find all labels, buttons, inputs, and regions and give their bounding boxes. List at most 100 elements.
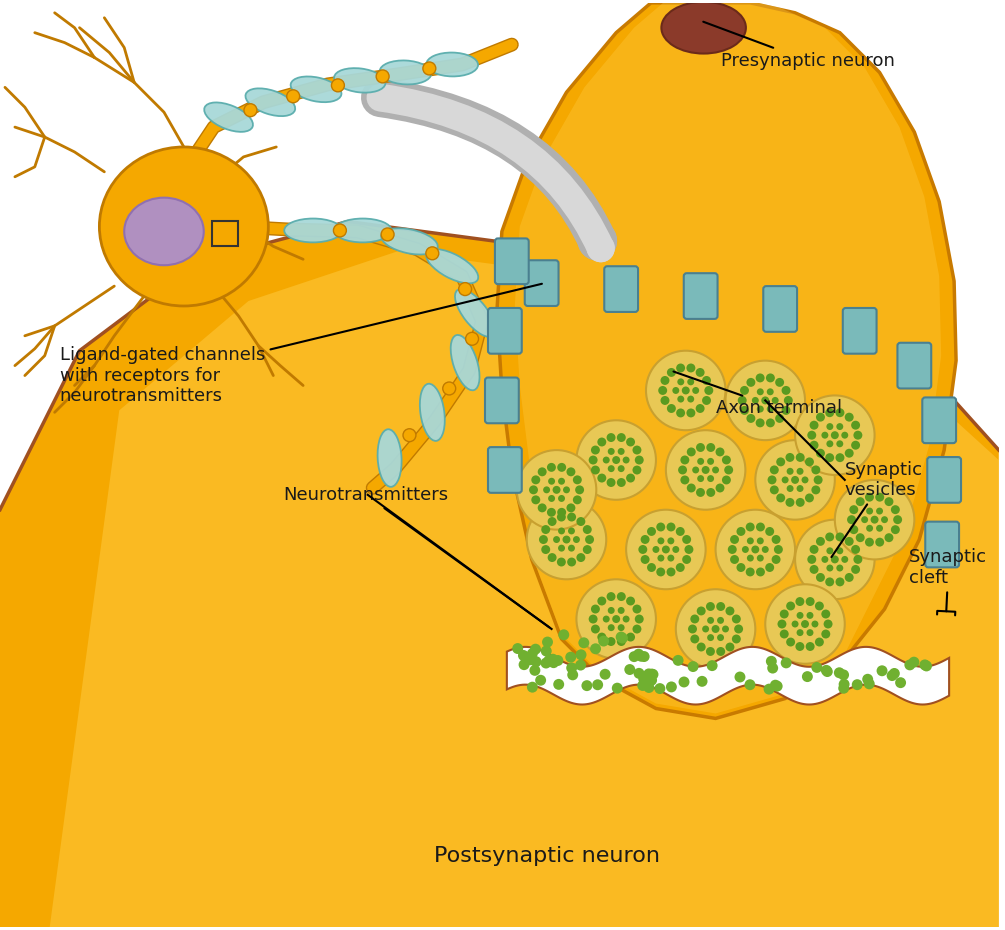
Circle shape (646, 669, 657, 680)
FancyArrowPatch shape (381, 98, 598, 241)
Circle shape (756, 567, 765, 577)
Circle shape (728, 545, 737, 554)
Circle shape (548, 517, 557, 526)
Circle shape (821, 630, 830, 639)
Circle shape (782, 405, 791, 415)
Circle shape (757, 538, 764, 544)
Circle shape (747, 378, 756, 387)
Circle shape (582, 680, 592, 691)
Circle shape (666, 523, 675, 531)
Text: Synaptic
vesicles: Synaptic vesicles (831, 460, 923, 557)
Circle shape (529, 485, 538, 495)
Circle shape (765, 527, 774, 536)
Circle shape (647, 527, 656, 536)
Circle shape (680, 456, 689, 464)
Circle shape (637, 680, 648, 691)
Circle shape (795, 395, 874, 475)
Circle shape (513, 643, 524, 654)
Ellipse shape (426, 249, 478, 284)
Circle shape (667, 538, 674, 544)
Text: Ligand-gated channels
with receptors for
neurotransmitters: Ligand-gated channels with receptors for… (59, 284, 542, 405)
Circle shape (797, 485, 804, 492)
Circle shape (866, 525, 873, 532)
Circle shape (695, 368, 705, 377)
Circle shape (725, 466, 734, 474)
Circle shape (768, 475, 777, 485)
Circle shape (838, 679, 849, 690)
Circle shape (530, 644, 541, 655)
Circle shape (667, 404, 675, 413)
Ellipse shape (284, 219, 342, 243)
Circle shape (795, 597, 804, 606)
Circle shape (722, 456, 731, 464)
Circle shape (690, 634, 699, 644)
Circle shape (865, 493, 874, 501)
Circle shape (904, 659, 916, 671)
Circle shape (577, 553, 585, 562)
Circle shape (548, 478, 555, 485)
Circle shape (876, 508, 883, 514)
Ellipse shape (332, 79, 345, 92)
Circle shape (863, 678, 874, 689)
Ellipse shape (426, 53, 478, 76)
Ellipse shape (380, 60, 431, 85)
Ellipse shape (334, 224, 347, 237)
Ellipse shape (204, 102, 253, 132)
Circle shape (618, 465, 625, 472)
Circle shape (591, 466, 600, 474)
Circle shape (557, 508, 566, 517)
Circle shape (831, 432, 839, 439)
Circle shape (666, 567, 675, 577)
FancyBboxPatch shape (926, 522, 959, 567)
Bar (212, 220, 237, 246)
Circle shape (797, 629, 804, 636)
Circle shape (825, 533, 834, 541)
Circle shape (677, 379, 684, 385)
Polygon shape (49, 251, 999, 927)
Circle shape (573, 496, 582, 504)
Circle shape (816, 413, 825, 421)
Circle shape (643, 682, 654, 693)
Circle shape (531, 657, 542, 667)
Circle shape (782, 386, 791, 395)
Ellipse shape (426, 246, 439, 259)
Circle shape (626, 473, 635, 483)
Circle shape (568, 545, 575, 551)
Circle shape (680, 475, 689, 485)
Circle shape (726, 361, 805, 440)
Circle shape (696, 606, 706, 616)
Circle shape (742, 546, 749, 553)
Circle shape (639, 651, 649, 662)
Circle shape (527, 648, 538, 659)
Circle shape (865, 538, 874, 547)
Ellipse shape (334, 68, 386, 93)
Text: Neurotransmitters: Neurotransmitters (283, 485, 550, 628)
Polygon shape (507, 647, 949, 705)
Circle shape (791, 476, 799, 484)
Circle shape (547, 508, 556, 517)
Circle shape (676, 408, 685, 418)
Circle shape (746, 567, 755, 577)
Circle shape (696, 676, 708, 687)
Circle shape (612, 683, 623, 694)
Circle shape (717, 647, 726, 656)
Circle shape (527, 499, 606, 579)
Circle shape (686, 484, 695, 493)
Circle shape (632, 625, 641, 633)
Circle shape (795, 642, 804, 651)
Circle shape (767, 662, 778, 673)
Circle shape (563, 486, 570, 493)
Circle shape (826, 565, 833, 572)
Ellipse shape (458, 283, 471, 296)
Circle shape (795, 520, 874, 599)
Circle shape (626, 437, 635, 446)
Circle shape (796, 453, 805, 462)
Circle shape (696, 643, 706, 652)
Ellipse shape (403, 429, 416, 442)
Circle shape (675, 590, 756, 669)
Circle shape (805, 458, 814, 466)
Circle shape (835, 578, 844, 587)
FancyBboxPatch shape (488, 308, 522, 353)
Circle shape (541, 658, 552, 669)
Circle shape (666, 682, 676, 692)
